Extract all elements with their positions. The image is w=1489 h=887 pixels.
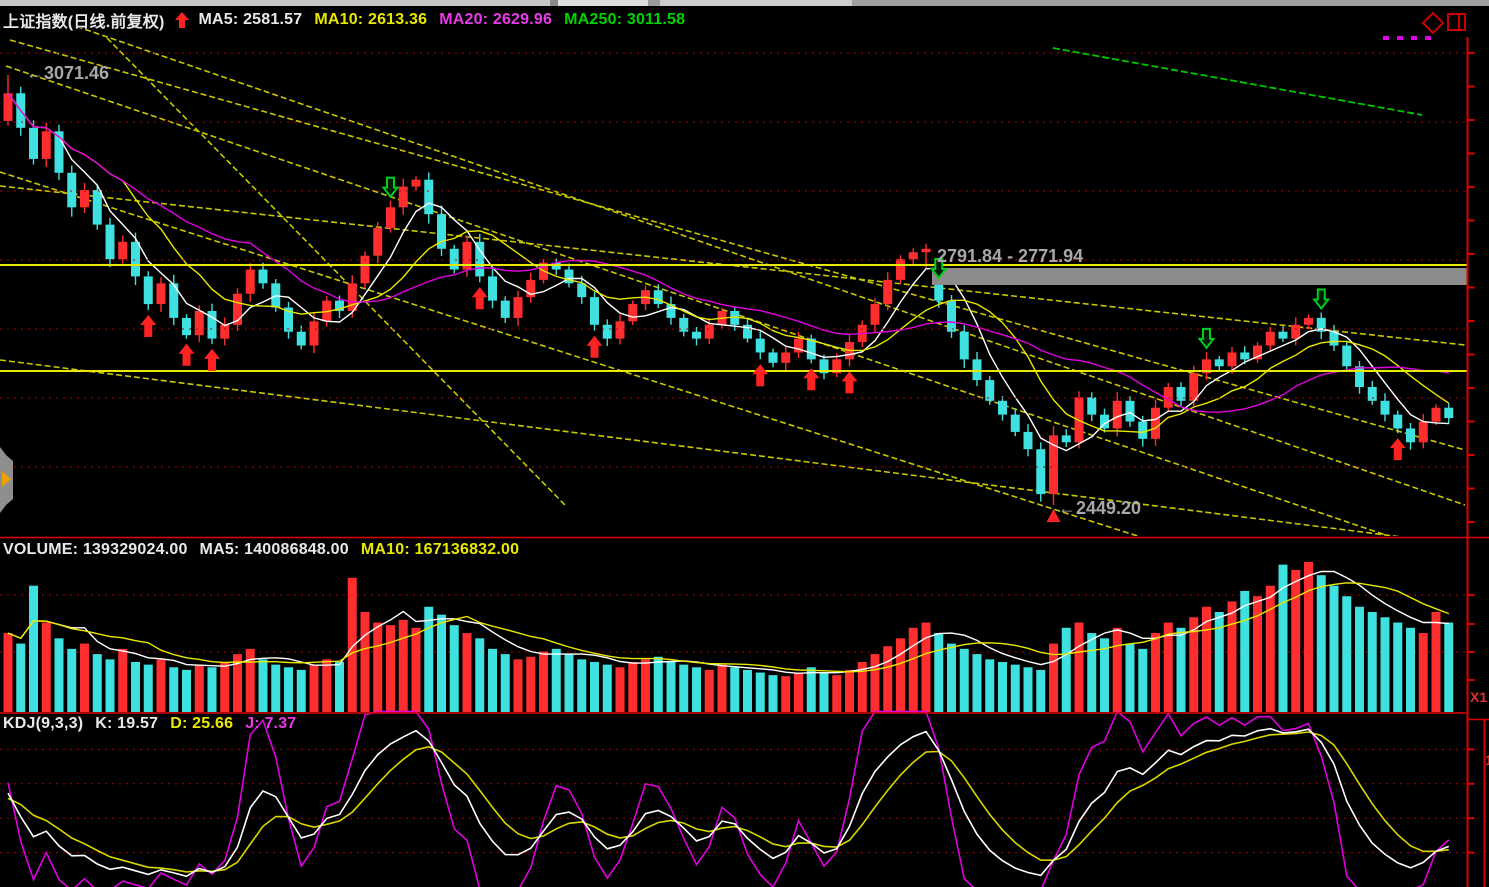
- split-window-icon[interactable]: [1447, 13, 1467, 33]
- kdj-j-value: J: 7.37: [245, 715, 297, 732]
- volume-ma10-value: MA10: 167136832.00: [360, 541, 520, 558]
- panel-expand-tab[interactable]: [0, 447, 13, 513]
- kdj-d-value: D: 25.66: [170, 715, 234, 732]
- trend-up-arrow-icon: [174, 12, 189, 28]
- volume-ma5-value: MA5: 140086848.00: [199, 541, 349, 558]
- titlebar-segment: [648, 0, 660, 6]
- period-high-label: ←3071.46: [26, 63, 110, 83]
- window-titlebar-strip: [0, 0, 1489, 6]
- volume-value: VOLUME: 139329024.00: [3, 541, 188, 558]
- diamond-tool-icon[interactable]: [1421, 11, 1445, 35]
- titlebar-segment: [660, 0, 852, 6]
- right-edge-partial-label: 1: [1485, 752, 1489, 768]
- period-low-label: ←2449.20: [1058, 498, 1142, 518]
- kdj-label: KDJ(9,3,3): [3, 715, 84, 732]
- pane-scale-label-x1: X1: [1470, 689, 1488, 705]
- ma20-value: MA20: 2629.96: [439, 11, 553, 28]
- ma10-value: MA10: 2613.36: [314, 11, 428, 28]
- kdj-pane-header: KDJ(9,3,3) K: 19.57 D: 25.66 J: 7.37: [3, 715, 296, 733]
- titlebar-segment: [558, 0, 648, 6]
- main-chart-header: 上证指数(日线.前复权) MA5: 2581.57 MA10: 2613.36 …: [3, 8, 685, 32]
- volume-pane-header: VOLUME: 139329024.00 MA5: 140086848.00 M…: [3, 541, 519, 559]
- ma5-value: MA5: 2581.57: [198, 11, 303, 28]
- ma250-value: MA250: 3011.58: [564, 11, 686, 28]
- kdj-k-value: K: 19.57: [95, 715, 159, 732]
- titlebar-segment: [852, 0, 1489, 6]
- gap-range-label: 2791.84 - 2771.94: [937, 246, 1084, 266]
- titlebar-segment: [0, 0, 550, 6]
- instrument-title: 上证指数(日线.前复权): [3, 14, 165, 31]
- expand-arrow-icon: [2, 471, 11, 487]
- titlebar-segment: [550, 0, 558, 6]
